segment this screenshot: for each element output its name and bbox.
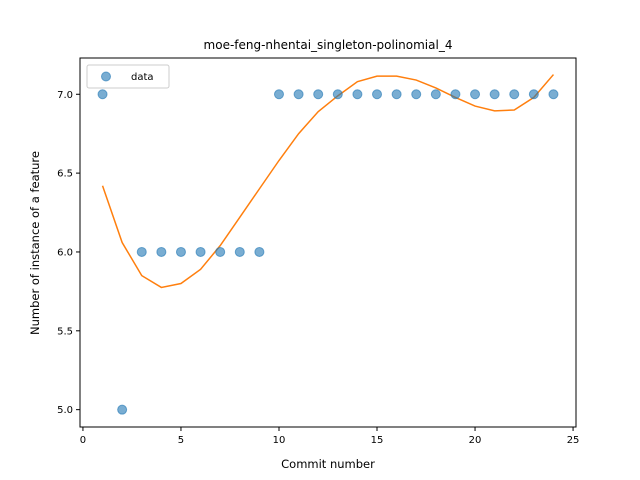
x-tick-label: 10 [273, 435, 286, 446]
data-point [117, 404, 128, 415]
y-tick-label: 6.0 [57, 247, 73, 258]
data-point [273, 89, 284, 100]
fit-line [101, 74, 555, 289]
y-tick-label: 5.5 [57, 326, 73, 337]
chart-title: moe-feng-nhentai_singleton-polinomial_4 [204, 38, 453, 52]
data-point [234, 246, 245, 257]
x-tick-label: 5 [178, 435, 184, 446]
x-tick-label: 25 [567, 435, 580, 446]
x-tick-label: 20 [469, 435, 482, 446]
axes-frame [79, 57, 577, 428]
data-point [136, 246, 147, 257]
data-point [489, 89, 500, 100]
x-tick-label: 15 [371, 435, 384, 446]
data-point [352, 89, 363, 100]
legend: data [86, 64, 170, 89]
y-axis-title: Number of instance of a feature [28, 151, 42, 335]
data-point [509, 89, 520, 100]
data-point [313, 89, 324, 100]
y-tick-label: 7.0 [57, 90, 73, 101]
data-point [332, 89, 343, 100]
data-point [391, 89, 402, 100]
data-point [372, 89, 383, 100]
legend-label-data: data [131, 72, 154, 83]
x-axis-title: Commit number [281, 457, 375, 471]
y-tick-label: 5.0 [57, 405, 73, 416]
x-axis: 0 5 10 15 20 25 [80, 427, 580, 446]
legend-box [86, 64, 170, 89]
legend-marker-data [101, 71, 111, 82]
data-point [450, 89, 461, 100]
data-point [470, 89, 481, 100]
data-point [430, 89, 441, 100]
data-point [528, 89, 539, 100]
data-point [195, 246, 206, 257]
y-tick-label: 6.5 [57, 169, 73, 180]
data-point [548, 89, 559, 100]
y-axis: 5.0 5.5 6.0 6.5 7.0 [57, 90, 80, 416]
data-point [175, 246, 186, 257]
data-point [156, 246, 167, 257]
data-point [215, 246, 226, 257]
data-point [411, 89, 422, 100]
data-point [293, 89, 304, 100]
data-point [97, 89, 108, 100]
data-point [254, 246, 265, 257]
x-tick-label: 0 [80, 435, 86, 446]
plot-area [97, 74, 559, 415]
